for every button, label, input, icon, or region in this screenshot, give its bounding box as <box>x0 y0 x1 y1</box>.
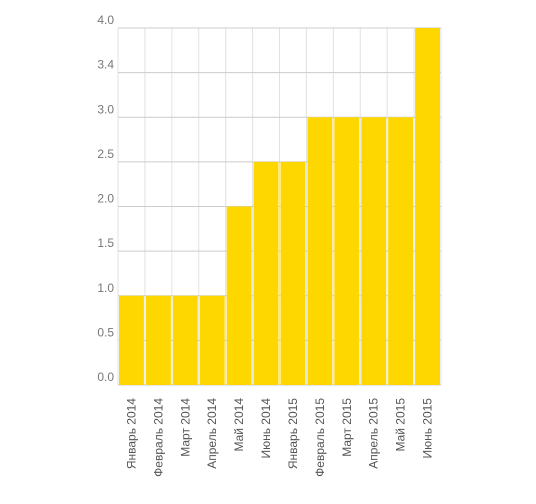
bar <box>199 295 225 385</box>
y-tick-label: 2.5 <box>97 147 114 161</box>
x-tick-label: Январь 2014 <box>124 398 138 469</box>
y-tick-label: 3.0 <box>97 102 114 116</box>
y-tick-label: 2.0 <box>97 192 114 206</box>
x-tick-label: Апрель 2015 <box>367 398 381 469</box>
y-axis: 0.0 0.5 1.0 1.5 2.0 2.5 3.0 3.4 4.0 <box>97 13 114 384</box>
bar <box>280 161 306 385</box>
bar <box>334 117 360 385</box>
bar <box>361 117 387 385</box>
x-tick-label: Апрель 2014 <box>205 398 219 469</box>
grid <box>117 27 442 386</box>
y-tick-label: 4.0 <box>97 13 114 27</box>
x-tick-label: Март 2015 <box>340 398 354 457</box>
x-tick-label: Февраль 2014 <box>151 398 165 477</box>
y-tick-label: 1.5 <box>97 236 114 250</box>
bar <box>119 295 144 385</box>
x-tick-label: Март 2014 <box>178 398 192 457</box>
x-tick-label: Июнь 2014 <box>259 398 273 459</box>
x-tick-label: Январь 2015 <box>286 398 300 469</box>
bar <box>172 295 198 385</box>
y-tick-label: 0.0 <box>97 370 114 384</box>
y-tick-label: 0.5 <box>97 325 114 339</box>
bar <box>145 295 171 385</box>
bar <box>226 206 252 385</box>
bar <box>415 28 440 385</box>
bar <box>253 161 279 385</box>
bar <box>307 117 333 385</box>
bars <box>119 28 440 385</box>
x-tick-label: Май 2014 <box>232 398 246 452</box>
x-tick-label: Февраль 2015 <box>313 398 327 477</box>
x-axis: Январь 2014 Февраль 2014 Март 2014 Апрель 2… <box>124 398 434 477</box>
y-tick-label: 3.4 <box>97 58 114 72</box>
bar <box>388 117 414 385</box>
x-tick-label: Май 2015 <box>394 398 408 452</box>
x-tick-label: Июнь 2015 <box>421 398 435 459</box>
y-tick-label: 1.0 <box>97 281 114 295</box>
